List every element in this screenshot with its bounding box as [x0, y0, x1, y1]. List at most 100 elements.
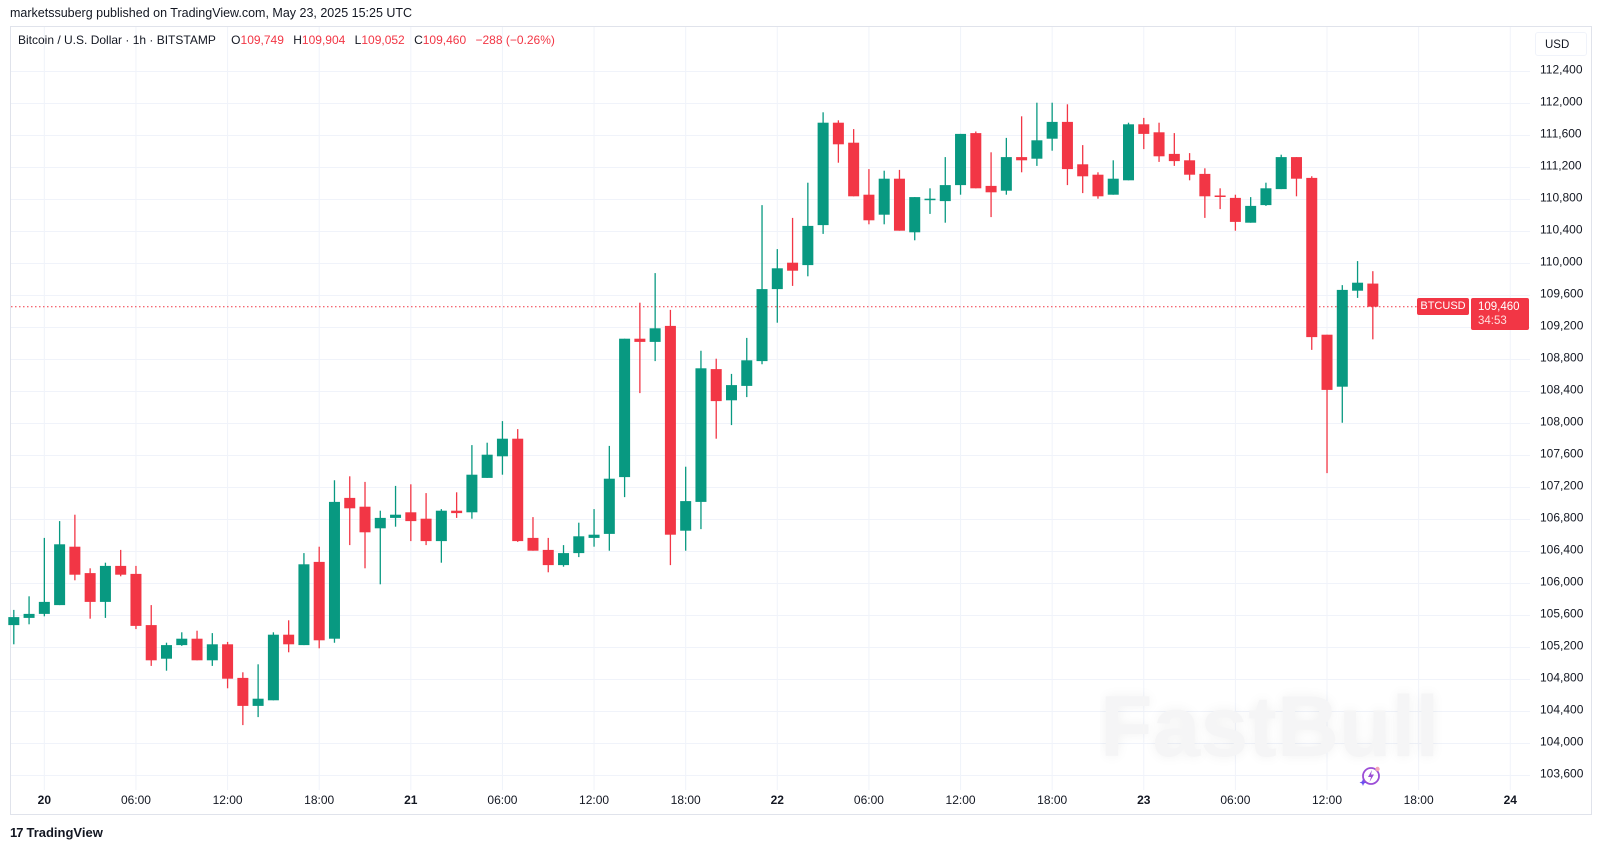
- candle[interactable]: [283, 620, 295, 653]
- candle[interactable]: [237, 672, 249, 726]
- candle[interactable]: [817, 112, 829, 234]
- candle[interactable]: [863, 169, 875, 225]
- candle[interactable]: [970, 131, 982, 189]
- candle[interactable]: [115, 549, 127, 577]
- candle[interactable]: [1336, 285, 1348, 423]
- candle[interactable]: [603, 445, 615, 551]
- candle[interactable]: [924, 188, 936, 214]
- candle[interactable]: [359, 481, 371, 569]
- candle[interactable]: [695, 350, 707, 530]
- candle[interactable]: [1092, 172, 1104, 199]
- candle[interactable]: [710, 358, 722, 439]
- candle[interactable]: [328, 480, 340, 643]
- candle[interactable]: [1046, 102, 1058, 151]
- candle[interactable]: [1168, 133, 1180, 166]
- candle[interactable]: [466, 445, 478, 519]
- candle[interactable]: [588, 509, 600, 547]
- candle[interactable]: [771, 249, 783, 323]
- candle[interactable]: [1077, 145, 1089, 194]
- candle[interactable]: [496, 421, 508, 475]
- candle[interactable]: [542, 537, 554, 573]
- candle[interactable]: [619, 338, 631, 498]
- price-axis-ticks: 112,400 112,000 111,600 111,200 110,800 110,4…: [1540, 63, 1584, 781]
- candle[interactable]: [664, 309, 676, 566]
- candle[interactable]: [54, 521, 66, 606]
- candle[interactable]: [832, 120, 844, 163]
- candle[interactable]: [649, 273, 661, 362]
- candle[interactable]: [451, 492, 463, 518]
- lightning-icon[interactable]: [1358, 764, 1382, 788]
- candle[interactable]: [1138, 117, 1150, 150]
- candle[interactable]: [1275, 154, 1287, 190]
- candle[interactable]: [38, 537, 50, 617]
- candle[interactable]: [1260, 182, 1272, 206]
- candle[interactable]: [1290, 157, 1302, 197]
- candle[interactable]: [756, 205, 768, 365]
- candle[interactable]: [955, 133, 967, 195]
- candle[interactable]: [130, 565, 142, 630]
- candle[interactable]: [222, 641, 234, 689]
- candle[interactable]: [435, 509, 447, 563]
- candle[interactable]: [909, 197, 921, 241]
- tradingview-footer[interactable]: 17 TradingView: [10, 825, 103, 840]
- candle[interactable]: [787, 217, 799, 286]
- candle[interactable]: [985, 152, 997, 218]
- candle[interactable]: [1031, 102, 1043, 166]
- candle[interactable]: [802, 182, 814, 277]
- candle[interactable]: [374, 510, 386, 585]
- candle[interactable]: [573, 522, 585, 558]
- candle[interactable]: [267, 632, 279, 701]
- currency-button[interactable]: USD: [1535, 32, 1587, 56]
- symbol-price-tag: BTCUSD: [1417, 298, 1469, 315]
- candle[interactable]: [680, 466, 692, 551]
- candle[interactable]: [1229, 194, 1241, 231]
- time-tick-label: 21: [404, 793, 418, 807]
- candle[interactable]: [939, 157, 951, 223]
- candle[interactable]: [313, 546, 325, 649]
- candle[interactable]: [848, 129, 860, 197]
- candle[interactable]: [1153, 122, 1165, 162]
- candle[interactable]: [1214, 188, 1226, 210]
- candle[interactable]: [145, 605, 157, 666]
- candle[interactable]: [252, 664, 264, 718]
- candle[interactable]: [23, 596, 35, 625]
- candle[interactable]: [344, 476, 356, 546]
- candle[interactable]: [161, 642, 172, 671]
- candle[interactable]: [1245, 197, 1257, 223]
- candle[interactable]: [191, 630, 203, 661]
- candle[interactable]: [405, 484, 417, 542]
- candle[interactable]: [206, 633, 218, 666]
- candle[interactable]: [1367, 271, 1379, 340]
- candle[interactable]: [99, 562, 111, 618]
- candle[interactable]: [558, 545, 570, 567]
- candle[interactable]: [1306, 176, 1318, 350]
- candle[interactable]: [1061, 104, 1073, 186]
- symbol-title[interactable]: Bitcoin / U.S. Dollar · 1h · BITSTAMP: [18, 33, 216, 47]
- candle[interactable]: [420, 493, 432, 546]
- candle[interactable]: [1000, 137, 1012, 195]
- candle[interactable]: [176, 632, 188, 646]
- candle[interactable]: [725, 373, 737, 426]
- price-tick-label: 109,600: [1540, 287, 1584, 301]
- candle[interactable]: [390, 485, 402, 527]
- candle[interactable]: [1107, 160, 1119, 195]
- candle[interactable]: [1321, 334, 1333, 474]
- candle[interactable]: [8, 609, 20, 645]
- candle[interactable]: [741, 337, 753, 398]
- candle[interactable]: [1199, 168, 1211, 218]
- candle[interactable]: [893, 169, 905, 231]
- candle[interactable]: [69, 514, 81, 581]
- candle[interactable]: [634, 302, 646, 394]
- candle[interactable]: [84, 568, 96, 619]
- candle[interactable]: [512, 429, 524, 542]
- candle[interactable]: [1352, 261, 1364, 298]
- candle[interactable]: [527, 517, 539, 551]
- candle-body: [115, 565, 127, 575]
- candle[interactable]: [1016, 116, 1028, 173]
- candle[interactable]: [878, 170, 890, 225]
- candle[interactable]: [1123, 122, 1135, 181]
- candle[interactable]: [1184, 153, 1196, 181]
- candle[interactable]: [481, 442, 493, 478]
- candle[interactable]: [298, 553, 310, 646]
